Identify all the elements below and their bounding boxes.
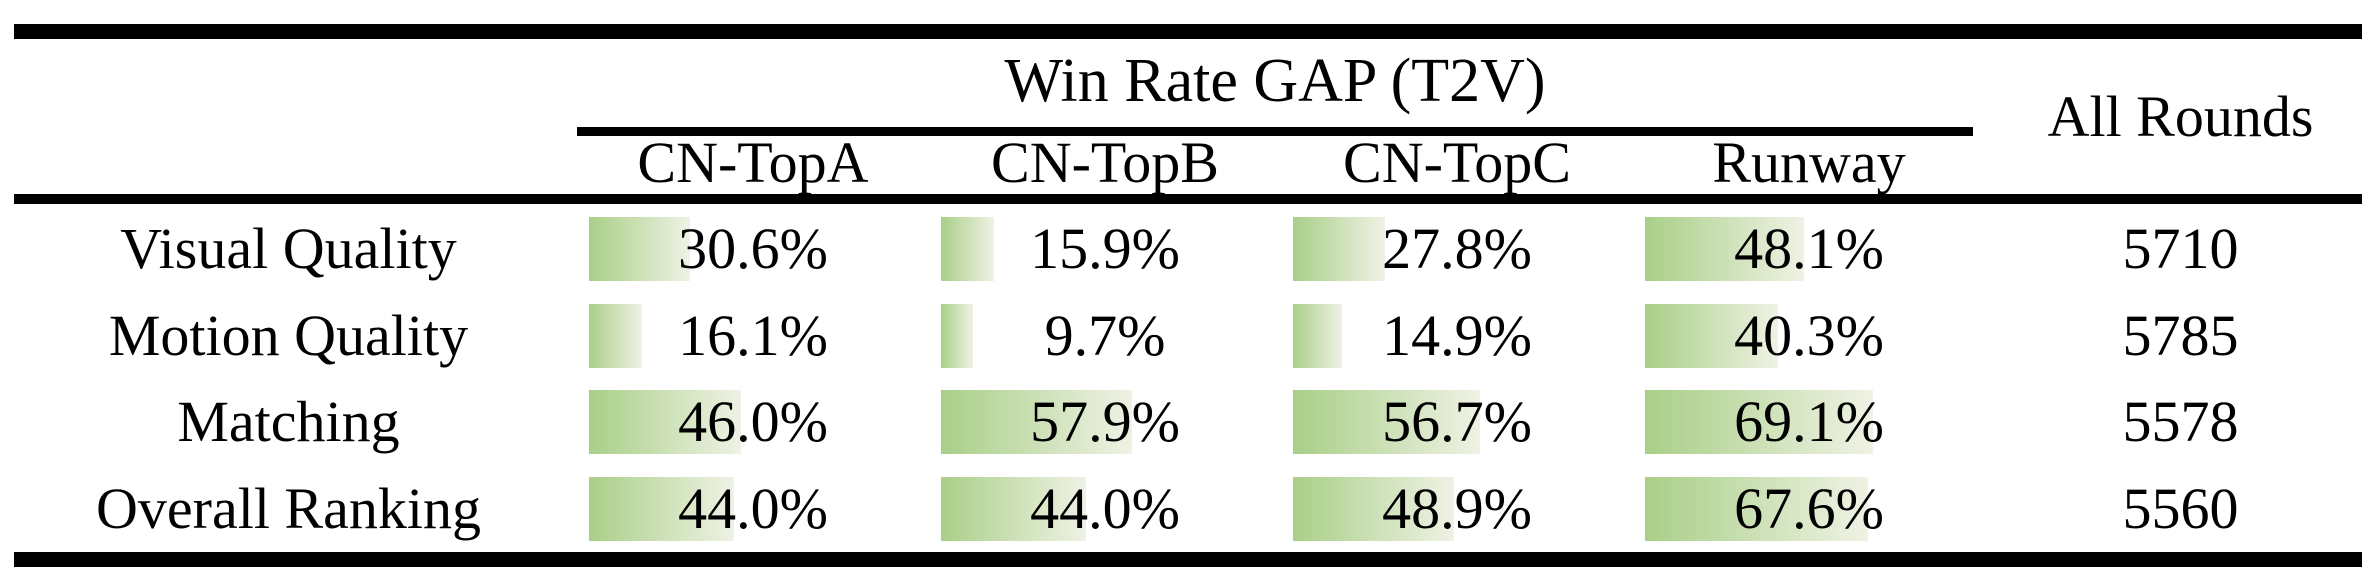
- win-rate-value: 46.0%: [678, 389, 828, 454]
- win-rate-bar: [1293, 217, 1385, 281]
- win-rate-bar: [589, 390, 741, 454]
- win-rate-bar: [941, 303, 973, 368]
- table-title: Win Rate GAP (T2V): [1004, 47, 1546, 115]
- win-rate-cell: 67.6%: [1633, 466, 1985, 553]
- win-rate-value: 15.9%: [1030, 216, 1180, 281]
- column-header-cn-topa: CN-TopA: [637, 130, 869, 195]
- all-rounds-value: 5710: [2122, 216, 2239, 281]
- column-header-cn-topb: CN-TopB: [991, 130, 1219, 195]
- win-rate-value: 48.9%: [1382, 475, 1532, 541]
- win-rate-value: 57.9%: [1030, 389, 1180, 454]
- win-rate-value: 56.7%: [1382, 389, 1532, 454]
- row-label: Motion Quality: [108, 302, 469, 368]
- win-rate-bar: [1645, 303, 1778, 368]
- win-rate-value: 48.1%: [1734, 216, 1884, 281]
- top-rule: [14, 24, 2362, 39]
- win-rate-value: 16.1%: [678, 302, 828, 368]
- table-row: Matching 46.0% 57.9% 56.7% 69.1% 5578: [0, 379, 2376, 466]
- win-rate-value: 44.0%: [678, 475, 828, 541]
- table-row: Motion Quality 16.1% 9.7% 14.9% 40.3% 57…: [0, 293, 2376, 380]
- win-rate-value: 14.9%: [1382, 302, 1532, 368]
- row-label: Overall Ranking: [96, 475, 481, 541]
- all-rounds-value: 5578: [2122, 389, 2239, 454]
- win-rate-cell: 48.9%: [1281, 466, 1633, 553]
- win-rate-cell: 69.1%: [1633, 379, 1985, 466]
- win-rate-bar: [1645, 217, 1804, 281]
- win-rate-value: 40.3%: [1734, 302, 1884, 368]
- win-rate-bar: [1645, 390, 1873, 454]
- win-rate-bar: [941, 476, 1087, 541]
- table-row: Overall Ranking 44.0% 44.0% 48.9% 67.6% …: [0, 466, 2376, 553]
- win-rate-cell: 27.8%: [1281, 206, 1633, 293]
- all-rounds-value: 5560: [2122, 475, 2239, 541]
- all-rounds-value: 5785: [2122, 302, 2239, 368]
- win-rate-cell: 44.0%: [929, 466, 1281, 553]
- win-rate-bar: [1293, 390, 1481, 454]
- win-rate-bar: [589, 303, 643, 368]
- bottom-rule: [14, 552, 2362, 567]
- win-rate-bar: [1293, 303, 1343, 368]
- table-body: Visual Quality 30.6% 15.9% 27.8% 48.1% 5…: [0, 206, 2376, 552]
- win-rate-cell: 30.6%: [577, 206, 929, 293]
- win-rate-bar: [1645, 476, 1869, 541]
- win-rate-bar: [589, 476, 735, 541]
- column-header-runway: Runway: [1712, 130, 1906, 195]
- win-rate-value: 69.1%: [1734, 389, 1884, 454]
- win-rate-cell: 48.1%: [1633, 206, 1985, 293]
- win-rate-cell: 16.1%: [577, 293, 929, 380]
- win-rate-cell: 56.7%: [1281, 379, 1633, 466]
- header-separator-rule: [14, 194, 2362, 204]
- win-rate-bar: [589, 217, 690, 281]
- win-rate-cell: 40.3%: [1633, 293, 1985, 380]
- win-rate-value: 44.0%: [1030, 475, 1180, 541]
- column-header-cn-topc: CN-TopC: [1343, 130, 1571, 195]
- win-rate-cell: 57.9%: [929, 379, 1281, 466]
- win-rate-cell: 14.9%: [1281, 293, 1633, 380]
- win-rate-cell: 44.0%: [577, 466, 929, 553]
- win-rate-bar: [941, 217, 994, 281]
- column-header-all-rounds: All Rounds: [2047, 84, 2314, 149]
- win-rate-cell: 15.9%: [929, 206, 1281, 293]
- win-rate-value: 27.8%: [1382, 216, 1532, 281]
- title-underline-rule: [577, 127, 1973, 136]
- win-rate-bar: [941, 390, 1133, 454]
- win-rate-value: 67.6%: [1734, 475, 1884, 541]
- row-label: Matching: [177, 389, 400, 454]
- row-label: Visual Quality: [120, 216, 457, 281]
- win-rate-value: 30.6%: [678, 216, 828, 281]
- win-rate-cell: 9.7%: [929, 293, 1281, 380]
- win-rate-value: 9.7%: [1044, 302, 1166, 368]
- win-rate-bar: [1293, 476, 1455, 541]
- table-row: Visual Quality 30.6% 15.9% 27.8% 48.1% 5…: [0, 206, 2376, 293]
- win-rate-cell: 46.0%: [577, 379, 929, 466]
